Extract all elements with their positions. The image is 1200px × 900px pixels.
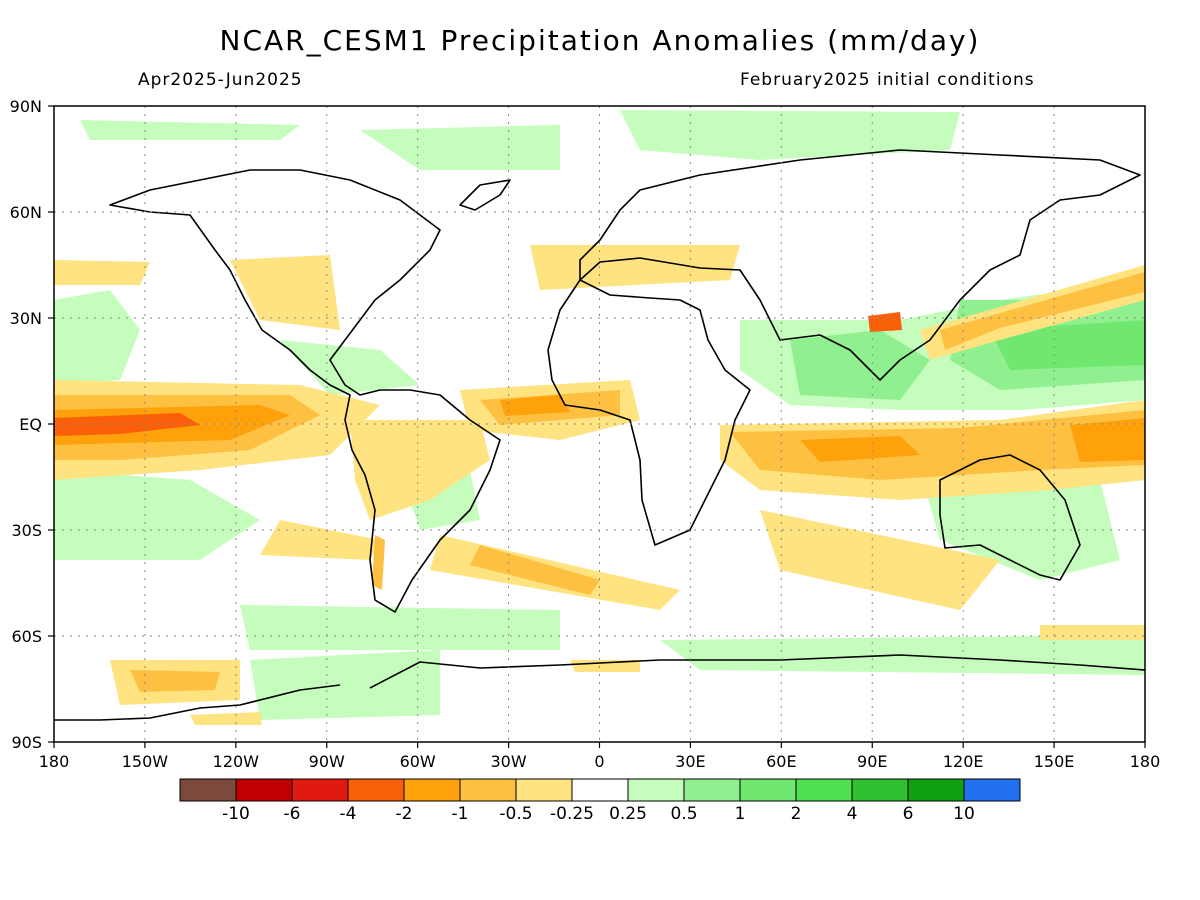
colorbar-label: 1 xyxy=(735,804,746,824)
colorbar-label: -1 xyxy=(452,804,469,824)
lon-label: 90W xyxy=(309,752,345,771)
longitude-labels: 180 150W 120W 90W 60W 30W 0 30E 60E 90E 120E 150E 18… xyxy=(39,752,1161,771)
lat-label: 90N xyxy=(10,97,42,116)
colorbar-swatch xyxy=(851,778,909,802)
colorbar-label: -2 xyxy=(396,804,413,824)
lon-label: 0 xyxy=(594,752,604,771)
colorbar-swatch xyxy=(403,778,461,802)
lat-label: 30S xyxy=(11,521,42,540)
colorbar-swatch xyxy=(235,778,293,802)
colorbar-swatch xyxy=(963,778,1021,802)
colorbar-label: -4 xyxy=(340,804,357,824)
colorbar-label: 0.25 xyxy=(609,804,647,824)
colorbar-label: 6 xyxy=(903,804,914,824)
colorbar-swatch xyxy=(459,778,517,802)
colorbar-swatch xyxy=(291,778,349,802)
initial-conditions-label: February2025 initial conditions xyxy=(740,70,1035,90)
colorbar-label: -10 xyxy=(222,804,250,824)
colorbar-labels: -10 -6 -4 -2 -1 -0.5 -0.25 0.25 0.5 1 2 4 6 10 xyxy=(222,804,975,824)
map-title: NCAR_CESM1 Precipitation Anomalies (mm/d… xyxy=(219,24,981,57)
lon-label: 120W xyxy=(213,752,260,771)
colorbar-swatch xyxy=(515,778,573,802)
axis-ticks xyxy=(48,105,1146,748)
colorbar-swatch xyxy=(347,778,405,802)
lon-label: 180 xyxy=(1130,752,1161,771)
lat-label: EQ xyxy=(19,415,42,434)
colorbar-swatch xyxy=(179,778,237,802)
colorbar-label: -0.5 xyxy=(499,804,532,824)
colorbar-label: -0.25 xyxy=(550,804,594,824)
lat-label: 90S xyxy=(11,733,42,752)
lon-label: 180 xyxy=(39,752,70,771)
lon-label: 150W xyxy=(122,752,169,771)
lat-label: 30N xyxy=(10,309,42,328)
colorbar-label: 10 xyxy=(953,804,975,824)
lon-label: 120E xyxy=(943,752,984,771)
lon-label: 30E xyxy=(675,752,705,771)
lon-label: 90E xyxy=(857,752,887,771)
colorbar-label: -6 xyxy=(284,804,301,824)
lon-label: 30W xyxy=(490,752,526,771)
colorbar-label: 0.5 xyxy=(670,804,697,824)
lon-label: 60W xyxy=(400,752,436,771)
latitude-labels: 90N 60N 30N EQ 30S 60S 90S xyxy=(10,97,42,752)
lat-label: 60S xyxy=(11,627,42,646)
anomaly-field xyxy=(54,110,1145,725)
colorbar xyxy=(179,778,1021,802)
colorbar-swatch xyxy=(795,778,853,802)
colorbar-label: 2 xyxy=(791,804,802,824)
forecast-period: Apr2025-Jun2025 xyxy=(138,70,303,90)
coastlines xyxy=(54,149,1145,721)
lat-label: 60N xyxy=(10,203,42,222)
lon-label: 150E xyxy=(1034,752,1075,771)
colorbar-swatch xyxy=(739,778,797,802)
colorbar-swatch xyxy=(683,778,741,802)
colorbar-label: 4 xyxy=(847,804,858,824)
colorbar-swatch xyxy=(627,778,685,802)
lon-label: 60E xyxy=(766,752,796,771)
lat-lon-grid xyxy=(54,106,1145,742)
colorbar-swatch xyxy=(907,778,965,802)
colorbar-swatch xyxy=(571,778,629,802)
